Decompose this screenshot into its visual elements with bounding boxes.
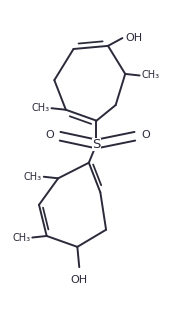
Text: CH₃: CH₃: [12, 233, 30, 243]
Text: CH₃: CH₃: [141, 70, 160, 80]
Text: OH: OH: [125, 33, 142, 43]
Text: S: S: [92, 137, 101, 151]
Text: O: O: [45, 130, 54, 140]
Text: O: O: [141, 130, 150, 140]
Text: CH₃: CH₃: [31, 103, 50, 113]
Text: CH₃: CH₃: [24, 172, 42, 182]
Text: OH: OH: [71, 275, 88, 285]
